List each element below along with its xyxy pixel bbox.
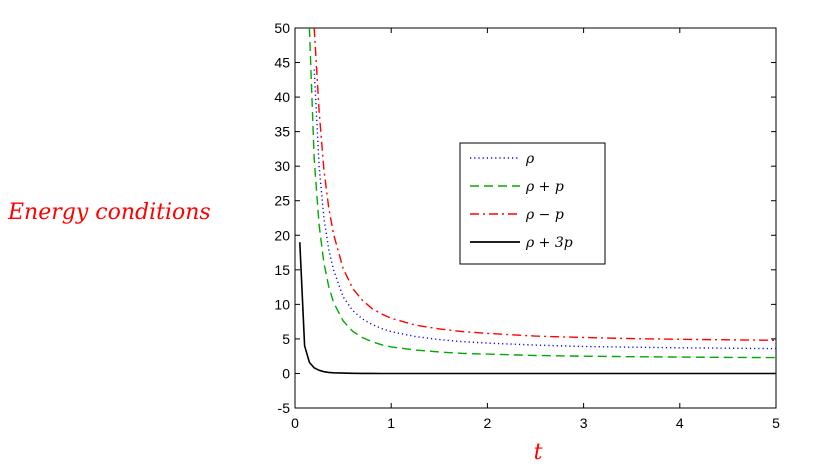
legend-label-0: ρ: [525, 151, 535, 167]
y-tick-label: 30: [274, 158, 290, 174]
y-tick-label: 5: [282, 331, 290, 347]
x-tick-label: 2: [484, 415, 492, 431]
legend-label-2: ρ − p: [525, 207, 564, 223]
y-tick-label: 50: [274, 20, 290, 36]
legend-label-3: ρ + 3p: [525, 235, 573, 251]
y-tick-label: 40: [274, 89, 290, 105]
series-line-2: [313, 28, 776, 341]
legend-box: [459, 142, 606, 265]
x-tick-label: 1: [387, 415, 395, 431]
y-axis-title: Energy conditions: [7, 200, 211, 225]
x-axis-title: t: [534, 440, 543, 465]
y-tick-label: -5: [278, 400, 291, 416]
x-tick-label: 0: [291, 415, 299, 431]
series-line-3: [299, 242, 776, 375]
legend-label-1: ρ + p: [525, 179, 564, 195]
series-line-0: [313, 69, 776, 350]
x-tick-label: 5: [772, 415, 780, 431]
y-tick-label: 10: [274, 296, 290, 312]
y-tick-label: 15: [274, 262, 290, 278]
y-tick-label: 35: [274, 124, 290, 140]
x-tick-label: 3: [580, 415, 588, 431]
plot-frame: [294, 27, 777, 409]
y-tick-label: 20: [274, 227, 290, 243]
x-tick-label: 4: [676, 415, 684, 431]
y-tick-label: 25: [274, 193, 290, 209]
y-tick-label: 0: [282, 365, 290, 381]
y-tick-label: 45: [274, 55, 290, 71]
